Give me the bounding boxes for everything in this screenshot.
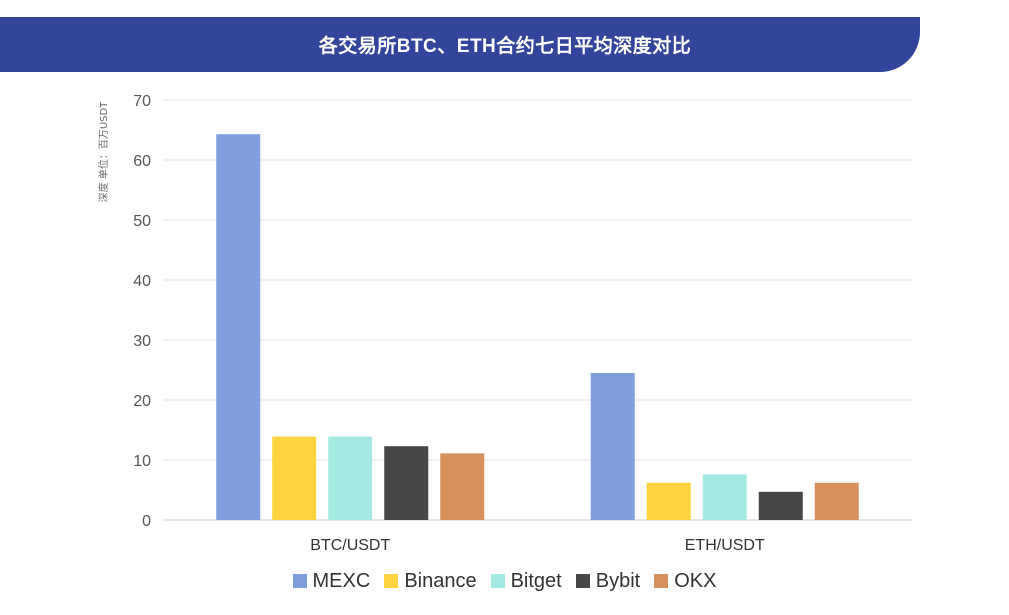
bar bbox=[646, 482, 691, 520]
x-tick-label: ETH/USDT bbox=[685, 537, 765, 554]
legend-label: Bitget bbox=[510, 569, 562, 592]
bar bbox=[440, 453, 485, 520]
legend-swatch bbox=[384, 574, 399, 588]
y-tick-label: 10 bbox=[133, 453, 151, 470]
bar bbox=[384, 446, 429, 520]
bar bbox=[216, 134, 261, 520]
y-tick-label: 20 bbox=[133, 393, 151, 410]
legend-item: Binance bbox=[384, 569, 477, 593]
legend-swatch bbox=[292, 574, 307, 588]
bar bbox=[758, 491, 803, 520]
legend-label: Bybit bbox=[595, 569, 641, 592]
legend-item: MEXC bbox=[292, 569, 371, 593]
legend-swatch bbox=[490, 574, 505, 588]
chart-title: 各交易所BTC、ETH合约七日平均深度对比 bbox=[318, 36, 692, 57]
y-tick-label: 30 bbox=[133, 333, 151, 350]
bar bbox=[702, 474, 747, 520]
x-tick-label: BTC/USDT bbox=[310, 537, 390, 554]
y-tick-label: 60 bbox=[133, 153, 151, 170]
chart-legend: MEXC Binance Bitget Bybit OKX bbox=[0, 568, 1009, 594]
legend-swatch bbox=[654, 574, 669, 588]
y-tick-label: 0 bbox=[142, 513, 151, 530]
legend-label: OKX bbox=[674, 569, 717, 592]
legend-label: MEXC bbox=[312, 569, 371, 592]
legend-label: Binance bbox=[404, 569, 477, 592]
legend-swatch bbox=[575, 574, 590, 588]
legend-item: Bybit bbox=[575, 569, 641, 593]
bar bbox=[814, 482, 859, 520]
y-tick-label: 70 bbox=[133, 93, 151, 110]
chart-title-banner: 各交易所BTC、ETH合约七日平均深度对比 bbox=[0, 17, 920, 72]
legend-item: Bitget bbox=[490, 569, 562, 593]
y-tick-label: 50 bbox=[133, 213, 151, 230]
bar bbox=[328, 436, 373, 520]
bar bbox=[272, 436, 317, 520]
y-tick-label: 40 bbox=[133, 273, 151, 290]
legend-item: OKX bbox=[654, 570, 716, 593]
bar bbox=[590, 373, 635, 520]
y-axis-label: 深度 单位：百万USDT bbox=[97, 101, 110, 203]
